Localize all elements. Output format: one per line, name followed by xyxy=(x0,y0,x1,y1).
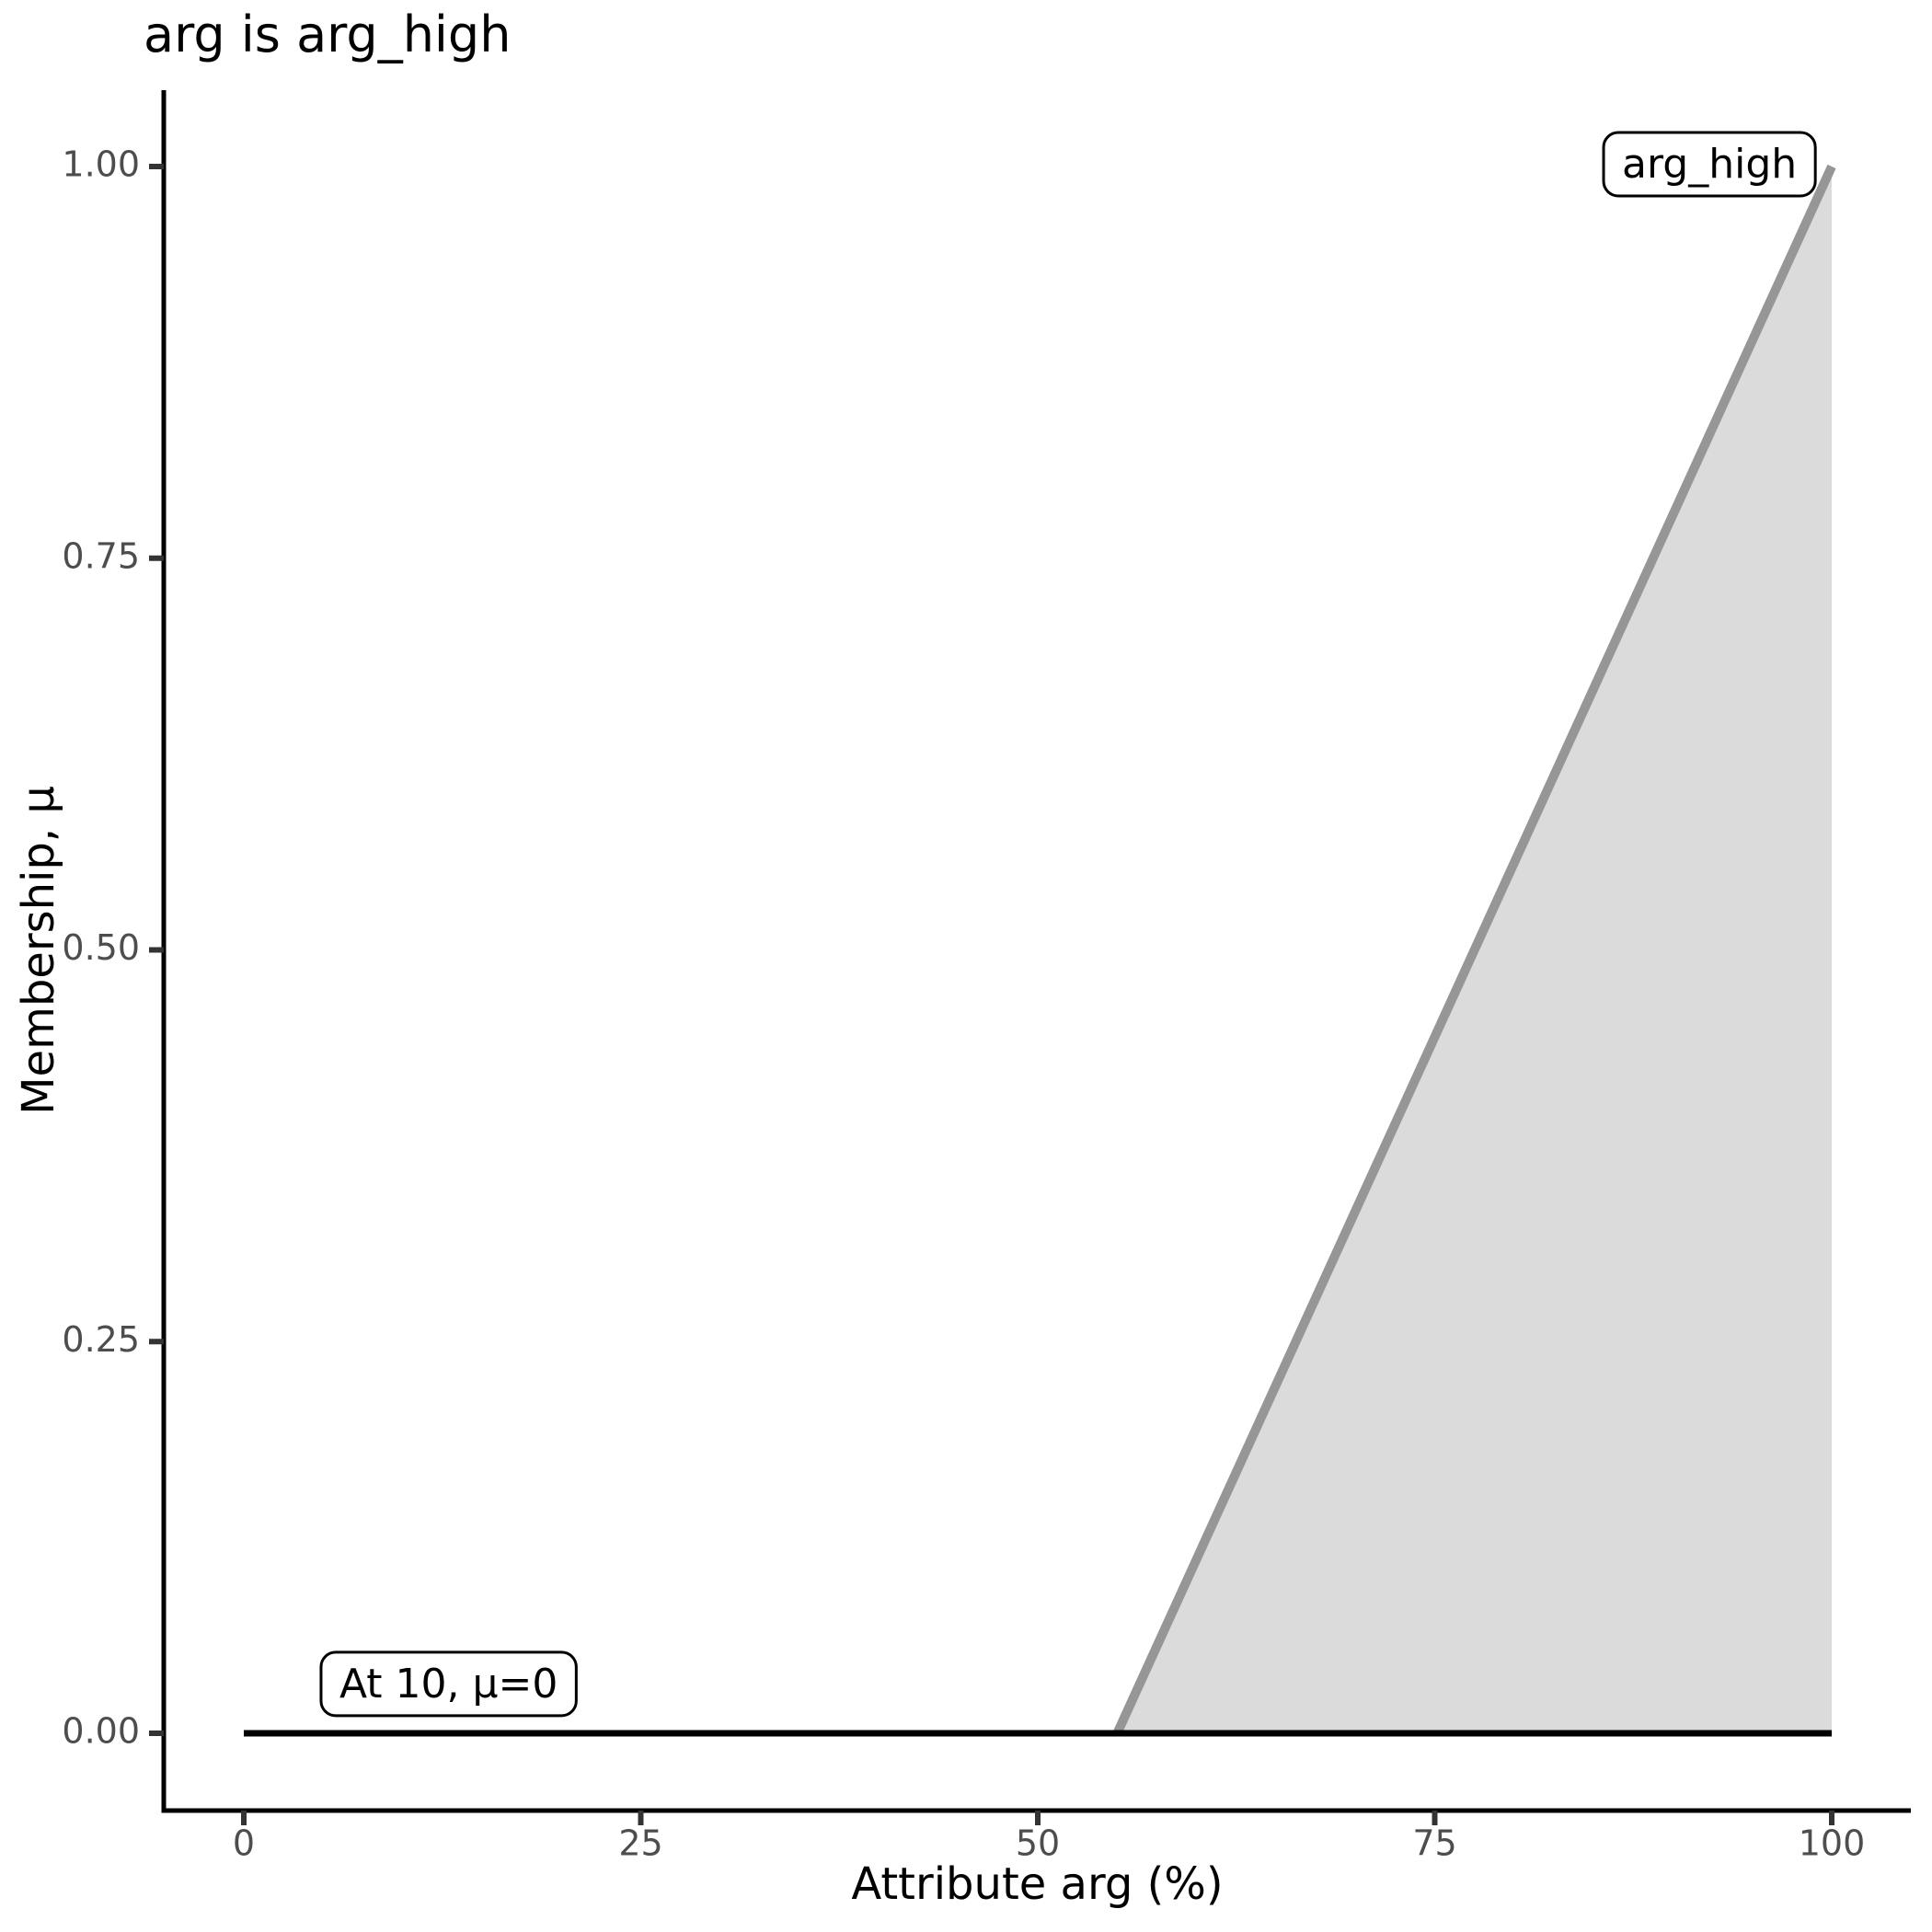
y-tick-label: 0.00 xyxy=(62,1711,140,1752)
annotation-box xyxy=(1602,131,1817,198)
x-tick-label: 100 xyxy=(1799,1823,1866,1864)
annotation-label: At 10, μ=0 xyxy=(339,1661,558,1708)
x-tick-label: 75 xyxy=(1412,1823,1456,1864)
annotation-label: arg_high xyxy=(1622,141,1797,188)
plot-title: arg is arg_high xyxy=(144,6,512,63)
x-tick-label: 50 xyxy=(1016,1823,1060,1864)
membership-ramp-line xyxy=(1112,164,1836,1736)
x-tick-label: 25 xyxy=(618,1823,662,1864)
y-tick-label: 1.00 xyxy=(62,144,140,185)
y-axis-title: Membership, μ xyxy=(13,786,64,1115)
axis-lines xyxy=(161,90,1911,1813)
annotation-box xyxy=(319,1650,578,1718)
y-tick-label: 0.75 xyxy=(62,535,140,576)
y-tick-label: 0.50 xyxy=(62,927,140,968)
x-axis-title: Attribute arg (%) xyxy=(851,1858,1224,1910)
x-tick-label: 0 xyxy=(233,1823,255,1864)
y-tick-label: 0.25 xyxy=(62,1319,140,1360)
